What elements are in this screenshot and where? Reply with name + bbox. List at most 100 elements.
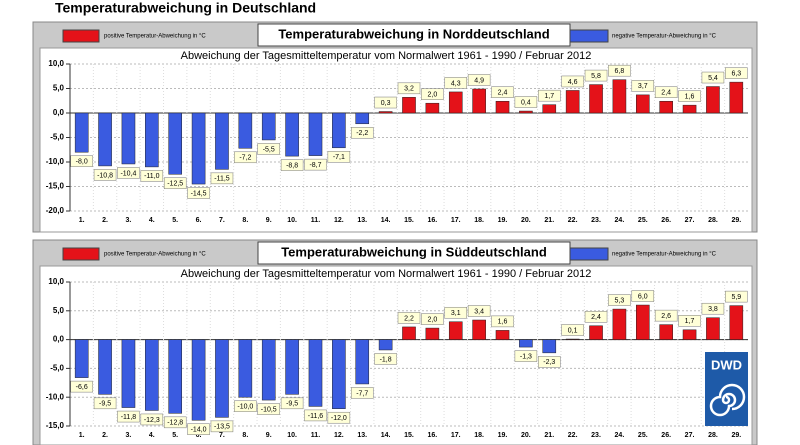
- value-label: 0,1: [568, 327, 578, 334]
- bar: [448, 321, 463, 340]
- value-label: 3,2: [404, 86, 414, 93]
- x-tick-label: 25.: [638, 432, 648, 439]
- x-tick-label: 3.: [126, 432, 132, 439]
- x-tick-label: 12.: [334, 217, 344, 224]
- value-label-box: [421, 313, 444, 325]
- bar: [261, 339, 276, 401]
- value-label-box: [234, 400, 257, 412]
- bar: [659, 324, 673, 340]
- x-tick-label: 10.: [287, 217, 297, 224]
- bar: [495, 100, 510, 114]
- value-label-box: [514, 96, 538, 108]
- x-tick-label: 16.: [428, 217, 438, 224]
- chart-subtitle: Abweichung der Tagesmitteltemperatur vom…: [181, 50, 592, 62]
- x-tick-label: 4.: [149, 432, 155, 439]
- value-label: 5,9: [731, 294, 741, 301]
- x-tick-label: 28.: [708, 217, 718, 224]
- value-label-box: [538, 89, 561, 102]
- value-label-box: [140, 413, 164, 426]
- value-label: 0,3: [381, 100, 391, 107]
- value-label-box: [678, 90, 701, 102]
- value-label-box: [93, 397, 117, 410]
- value-label-box: [421, 88, 444, 100]
- bar: [332, 339, 346, 409]
- value-label-box: [514, 350, 538, 362]
- bar: [519, 110, 533, 114]
- value-label: -1,3: [520, 353, 532, 360]
- bar: [635, 94, 650, 114]
- value-label: 6,3: [731, 70, 741, 77]
- value-label-box: [654, 309, 678, 322]
- value-label: -8,8: [286, 162, 298, 169]
- value-label-box: [327, 411, 351, 424]
- bar: [238, 339, 253, 398]
- bar: [308, 339, 323, 407]
- x-tick-label: 1.: [79, 432, 85, 439]
- value-label: 0,4: [521, 99, 531, 106]
- x-tick-label: 21.: [544, 217, 554, 224]
- value-label-box: [584, 69, 608, 82]
- bar: [215, 112, 229, 170]
- value-label-box: [304, 158, 327, 171]
- value-label: -2,3: [543, 359, 555, 366]
- value-label: 3,4: [474, 308, 484, 315]
- value-label-box: [631, 80, 655, 92]
- x-tick-label: 10.: [287, 432, 297, 439]
- value-label-box: [234, 151, 257, 164]
- value-label-box: [678, 315, 701, 327]
- bar: [215, 339, 229, 418]
- x-tick-label: 14.: [381, 432, 391, 439]
- value-label: 6,0: [638, 293, 648, 300]
- value-label: -10,8: [97, 172, 113, 179]
- x-tick-label: 11.: [311, 217, 320, 224]
- value-label-box: [163, 177, 187, 189]
- x-tick-label: 7.: [219, 432, 225, 439]
- x-tick-label: 6.: [196, 432, 202, 439]
- value-label: 2,0: [428, 316, 438, 323]
- bar: [168, 112, 183, 175]
- value-label-box: [117, 167, 140, 179]
- value-label: -2,2: [356, 130, 368, 137]
- y-tick-label: 0,0: [53, 335, 65, 344]
- bar: [261, 112, 276, 141]
- x-tick-label: 8.: [242, 432, 248, 439]
- value-label-box: [257, 143, 280, 155]
- value-label: -12,3: [144, 417, 160, 424]
- bar: [706, 86, 720, 114]
- bar: [612, 308, 627, 340]
- value-label-box: [93, 169, 117, 181]
- x-tick-label: 20.: [521, 217, 531, 224]
- bar: [495, 330, 510, 340]
- x-tick-label: 13.: [357, 432, 367, 439]
- value-label: -11,5: [214, 176, 230, 183]
- value-label-box: [210, 172, 234, 185]
- x-tick-label: 25.: [638, 217, 648, 224]
- value-label-box: [561, 324, 584, 336]
- value-label-box: [163, 416, 187, 429]
- x-tick-label: 14.: [381, 217, 391, 224]
- bar: [145, 112, 159, 168]
- chart-subtitle: Abweichung der Tagesmitteltemperatur vom…: [181, 268, 592, 280]
- page-title: Temperaturabweichung in Deutschland: [55, 0, 316, 16]
- bar: [308, 112, 323, 156]
- x-tick-label: 19.: [498, 432, 508, 439]
- bar: [145, 339, 159, 411]
- value-label: -12,0: [331, 415, 347, 422]
- bar: [589, 84, 603, 114]
- chart-title: Temperaturabweichung in Norddeutschland: [278, 26, 549, 41]
- value-label: 1,7: [685, 318, 695, 325]
- x-tick-label: 28.: [708, 432, 718, 439]
- bar: [191, 339, 206, 421]
- value-label: 1,6: [498, 319, 508, 326]
- legend-label: positive Temperatur-Abweichung in °C: [104, 252, 206, 258]
- bar: [355, 112, 370, 125]
- value-label-box: [397, 312, 421, 324]
- y-tick-label: -20,0: [46, 206, 65, 215]
- value-label: 6,8: [615, 68, 625, 75]
- x-tick-label: 17.: [451, 217, 461, 224]
- value-label: 2,4: [591, 314, 601, 321]
- x-tick-label: 15.: [404, 217, 414, 224]
- x-tick-label: 23.: [591, 432, 601, 439]
- y-tick-label: -5,0: [50, 133, 64, 142]
